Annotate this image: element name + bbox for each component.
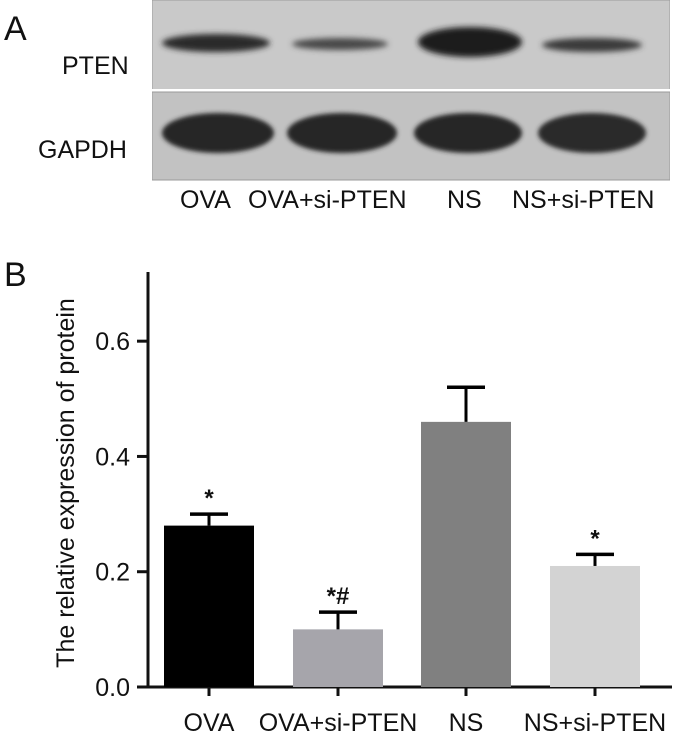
panel-a-letter: A <box>4 10 27 48</box>
x-tick-label: NS+si-PTEN <box>524 709 666 736</box>
significance-marker: * <box>590 525 600 552</box>
blot-lane-label-ova: OVA <box>180 186 231 214</box>
y-tick-label: 0.2 <box>95 559 130 587</box>
bar-chart: The relative expression of protein 0.00.… <box>52 272 672 736</box>
bar <box>164 525 254 687</box>
bar <box>550 565 640 687</box>
blot-row-label-gapdh: GAPDH <box>38 136 127 164</box>
x-tick-label: NS <box>449 709 484 736</box>
y-tick-label: 0.6 <box>95 328 130 356</box>
y-axis-label: The relative expression of protein <box>52 298 80 668</box>
bar <box>293 629 383 687</box>
gapdh-band-ova <box>162 113 274 153</box>
western-blot-image <box>152 0 670 181</box>
gapdh-bands <box>162 113 646 153</box>
y-tick-label: 0.4 <box>95 443 130 471</box>
x-tick-label: OVA <box>184 709 235 736</box>
significance-marker: *# <box>327 583 350 610</box>
x-tick-label: OVA+si-PTEN <box>259 709 418 736</box>
gapdh-band-ns-si-pten <box>538 113 646 153</box>
blot-lane-label-ns-si-pten: NS+si-PTEN <box>512 186 655 214</box>
pten-band-ns-si-pten <box>542 38 642 52</box>
labels: 0.0 0.2 0.4 0.6 * OVA *# OVA+si-PTEN NS * NS+si-PT… <box>95 328 666 736</box>
gapdh-band-ns <box>414 113 522 153</box>
pten-band-ns <box>418 27 522 57</box>
blot-row-label-pten: PTEN <box>62 52 129 80</box>
panel-b-letter: B <box>4 256 27 294</box>
gapdh-band-ova-si-pten <box>287 113 397 153</box>
blot-lane-label-ns: NS <box>447 186 482 214</box>
significance-marker: * <box>204 485 214 512</box>
y-tick-label: 0.0 <box>95 674 130 702</box>
pten-band-ova-si-pten <box>292 38 388 50</box>
bar <box>421 421 511 687</box>
blot-lane-label-ova-si-pten: OVA+si-PTEN <box>248 186 407 214</box>
bars <box>164 385 640 687</box>
pten-bands <box>162 27 642 57</box>
pten-band-ova <box>162 34 270 52</box>
